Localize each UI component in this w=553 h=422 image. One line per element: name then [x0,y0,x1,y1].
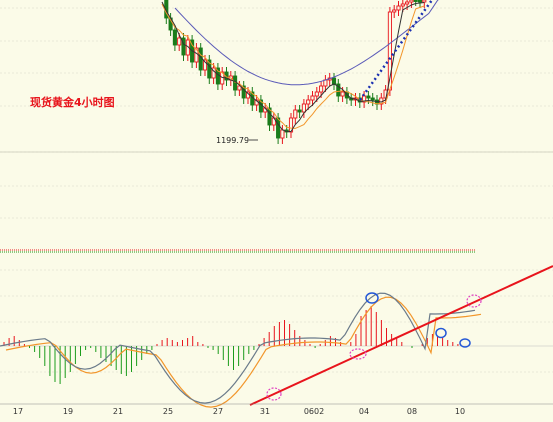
candle-body [396,5,401,11]
x-tick-21: 21 [113,407,123,416]
candle-body [400,3,405,7]
x-tick-31: 31 [260,407,270,416]
candle-body [207,59,212,79]
x-tick-04: 04 [359,407,369,416]
candle-body [293,109,298,119]
marker-blue-1 [365,292,379,304]
candles [164,0,427,144]
x-axis-ticks: 17 19 21 25 27 31 0602 04 08 10 [13,407,465,416]
x-tick-27: 27 [213,407,223,416]
candle-body [241,85,246,99]
candle-body [366,95,371,99]
candle-body [172,29,177,46]
marker-pink-3 [466,294,482,308]
x-tick-08: 08 [407,407,417,416]
candle-body [202,59,208,71]
grid [0,7,553,373]
candle-body [177,37,182,46]
candle-body [237,85,242,91]
ma-fast-line [161,1,425,132]
candle-body [340,91,345,97]
candle-body [370,97,375,101]
price-panel: 现货黄金4小时图 1199.79 [30,0,439,145]
candle-body [417,0,423,3]
candle-body [211,67,216,79]
x-tick-25: 25 [163,407,173,416]
x-tick-17: 17 [13,407,23,416]
chart-title: 现货黄金4小时图 [30,95,115,109]
candle-body [297,109,302,113]
marker-blue-3 [459,338,471,348]
candle-body [280,129,285,139]
x-tick-19: 19 [63,407,73,416]
candle-body [314,91,319,97]
macd-histogram [3,306,459,384]
x-tick-10: 10 [455,407,465,416]
macd-line [0,292,476,404]
candle-body [409,0,414,3]
candle-body [319,85,324,93]
low-price-annotation: 1199.79 [216,136,249,145]
candle-body [331,77,337,85]
candle-body [323,79,328,87]
candle-body [306,99,311,105]
dotted-trendline [358,0,434,101]
x-tick-0602: 0602 [304,407,324,416]
ma-slow-line [174,0,439,86]
support-trendline [249,265,553,406]
candle-body [301,103,306,113]
candle-body [336,83,341,97]
candle-body [413,0,418,2]
candle-body [392,9,397,13]
candle-body [267,107,272,126]
candle-body [276,117,281,139]
macd-panel [0,265,553,408]
marker-pink-1 [266,387,282,401]
candle-body [405,1,410,5]
candle-body [181,37,186,56]
marker-blue-2 [435,327,447,339]
candle-body [310,95,315,101]
signal-line [5,296,482,408]
candle-body [422,0,427,3]
marker-pink-2 [349,348,367,360]
